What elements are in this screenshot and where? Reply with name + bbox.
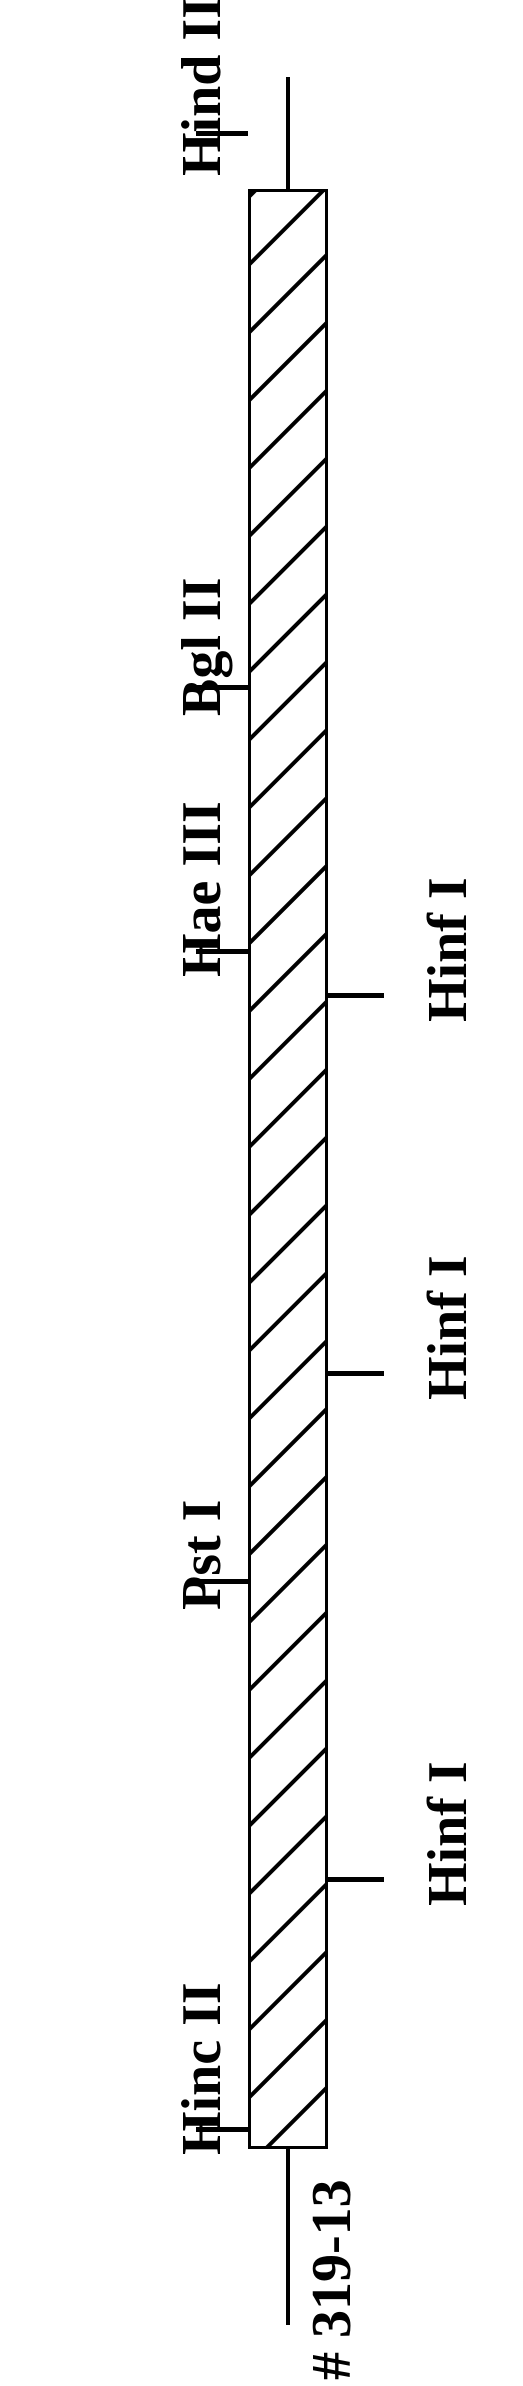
site-label-bgl2: Bgl II [170,578,234,717]
id-line [286,2149,290,2325]
site-label-hinc2: Hinc II [170,1982,234,2155]
restriction-map: Hind III Bgl II Hae III Pst I Hinc II Hi… [0,0,523,2386]
lead-line [286,77,290,189]
site-label-pst1: Pst I [170,1500,234,1610]
dna-fragment-bar [248,189,328,2149]
site-label-hae3: Hae III [170,801,234,977]
site-mark-hinf1-b [328,1371,384,1376]
site-label-hinf1-b: Hinf I [416,1255,480,1400]
site-mark-hinf1-c [328,1877,384,1882]
hatch-fill [251,192,328,2149]
site-label-hinf1-a: Hinf I [416,877,480,1022]
clone-id-label: # 319-13 [300,2179,364,2380]
site-label-hind3: Hind III [170,0,234,176]
site-mark-hinf1-a [328,993,384,998]
site-label-hinf1-c: Hinf I [416,1761,480,1906]
